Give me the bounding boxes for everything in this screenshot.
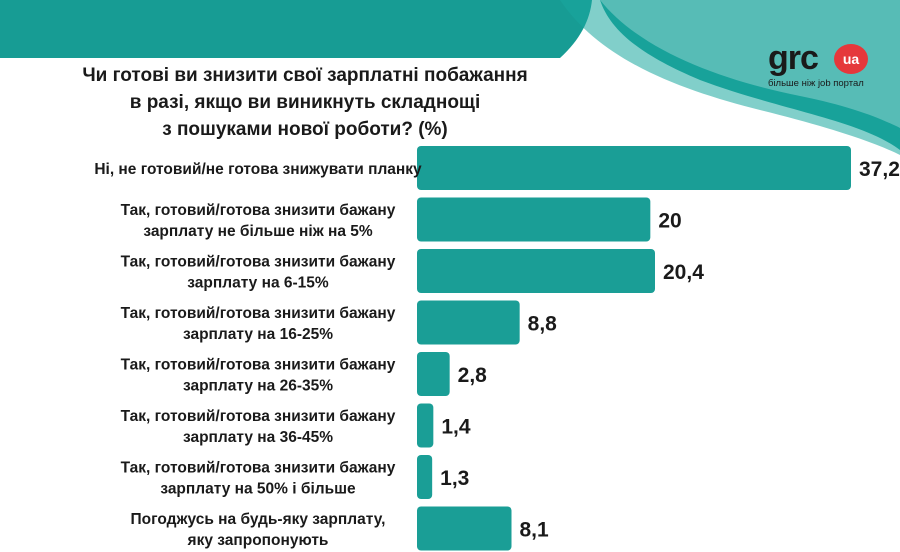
bar-4 xyxy=(417,300,520,345)
category-label-1-line-1: Ні, не готовий/не готова знижувати планк… xyxy=(94,161,422,178)
header-light-curve xyxy=(600,0,900,128)
category-label-5-line-2: зарплату на 26-35% xyxy=(183,378,333,395)
bar-value-label-2: 20 xyxy=(658,210,681,233)
logo-tagline: більше ніж job портал xyxy=(768,78,864,89)
category-label-6-line-2: зарплату на 36-45% xyxy=(183,429,333,446)
category-label-4-line-1: Так, готовий/готова знизити бажану xyxy=(121,305,396,322)
category-label-3-line-1: Так, готовий/готова знизити бажану xyxy=(121,254,396,271)
bar-value-label-7: 1,3 xyxy=(440,467,469,490)
category-label-7-line-2: зарплату на 50% і більше xyxy=(160,481,356,498)
bar-5 xyxy=(417,352,450,396)
bar-2 xyxy=(417,197,651,242)
chart-title-line-3: з пошуками нової роботи? (%) xyxy=(162,119,448,140)
logo-wordmark: grc xyxy=(768,39,819,77)
category-label-7-line-1: Так, готовий/готова знизити бажану xyxy=(121,460,396,477)
chart-title-line-1: Чи готові ви знизити свої зарплатні поба… xyxy=(82,65,528,86)
bar-value-label-3: 20,4 xyxy=(663,261,704,284)
chart-title-line-2: в разі, якщо ви виникнуть складнощі xyxy=(129,92,481,113)
chart-title: Чи готові ви знизити свої зарплатні поба… xyxy=(40,62,570,143)
category-label-8-line-1: Погоджусь на будь-яку зарплату, xyxy=(131,511,386,528)
brand-logo[interactable]: grc ua більше ніж job портал xyxy=(764,38,874,94)
bar-value-label-4: 8,8 xyxy=(528,313,558,336)
category-label-8-line-2: яку запропонують xyxy=(188,532,329,549)
bar-1 xyxy=(417,146,851,190)
header-teal-curve xyxy=(560,0,900,155)
bar-6 xyxy=(417,403,434,448)
category-label-5-line-1: Так, готовий/готова знизити бажану xyxy=(121,357,396,374)
bar-value-label-6: 1,4 xyxy=(441,416,471,439)
bar-value-label-5: 2,8 xyxy=(458,364,488,387)
category-label-6-line-1: Так, готовий/готова знизити бажану xyxy=(121,408,396,425)
category-label-2-line-2: зарплату не більше ніж на 5% xyxy=(143,223,373,240)
bar-value-label-8: 8,1 xyxy=(520,519,550,542)
category-label-2-line-1: Так, готовий/готова знизити бажану xyxy=(121,202,396,219)
logo-badge: ua xyxy=(834,44,868,74)
bar-8 xyxy=(417,506,512,551)
category-label-4-line-2: зарплату на 16-25% xyxy=(183,326,333,343)
bar-3 xyxy=(417,249,655,293)
category-label-3-line-2: зарплату на 6-15% xyxy=(187,275,329,292)
bar-value-label-1: 37,2 xyxy=(859,158,900,181)
bar-7 xyxy=(417,455,433,499)
